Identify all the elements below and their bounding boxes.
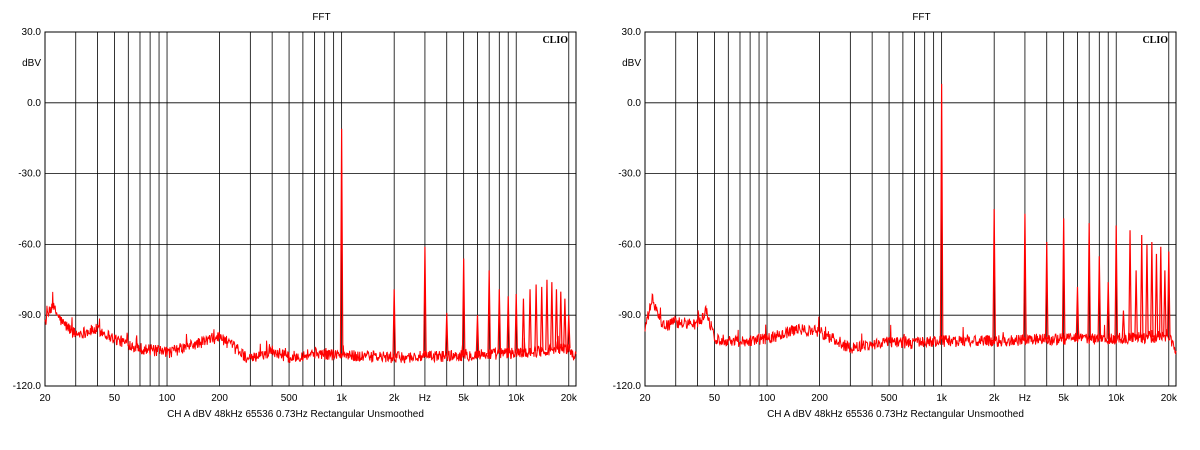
x-tick-label: 2k (389, 393, 401, 404)
harmonic-peak (461, 258, 466, 356)
harmonic-peak (1114, 225, 1119, 339)
harmonic-peak (539, 286, 544, 351)
x-tick-label: 2k (989, 393, 1001, 404)
harmonic-peak (1166, 251, 1171, 337)
y-tick-label: -120.0 (13, 381, 42, 392)
harmonic-peak (1128, 230, 1132, 339)
x-tick-label: 10k (1108, 393, 1125, 404)
harmonic-peak (487, 270, 491, 355)
harmonic-peak (1023, 213, 1027, 341)
chart-footer: CH A dBV 48kHz 65536 0.73Hz Rectangular … (767, 409, 1024, 420)
x-tick-label: 50 (109, 393, 121, 404)
harmonic-peak (1163, 270, 1167, 337)
noise-floor-trace (44, 291, 577, 364)
y-tick-label: -60.0 (618, 239, 641, 250)
clio-logo: CLIO (1142, 35, 1168, 46)
harmonic-peak (514, 293, 519, 353)
y-tick-label: 30.0 (622, 27, 642, 38)
harmonic-peak (339, 128, 344, 356)
y-tick-label: -90.0 (18, 310, 41, 321)
x-tick-label: 500 (881, 393, 898, 404)
harmonic-peak (392, 289, 396, 358)
harmonic-peak (1106, 282, 1111, 339)
harmonic-peak (423, 246, 427, 357)
chart-footer: CH A dBV 48kHz 65536 0.73Hz Rectangular … (167, 409, 424, 420)
plot-frame (44, 31, 577, 387)
harmonic-peak (444, 312, 449, 356)
fft-chart-1: 30.0 0.0 -30.0 -60.0 -90.0 -120.0 dBV 20 50 100 20… (13, 12, 578, 420)
harmonic-peak (534, 284, 538, 352)
harmonic-peak (1075, 286, 1080, 339)
harmonic-peak (563, 298, 567, 349)
harmonic-peak (1097, 256, 1102, 339)
harmonic-peak (1139, 234, 1144, 338)
harmonic-peak (497, 289, 502, 354)
y-tick-label: -30.0 (618, 169, 641, 180)
harmonic-peak (521, 298, 526, 353)
harmonic-peak (554, 289, 559, 350)
x-tick-label: 1k (336, 393, 348, 404)
harmonic-peak (550, 282, 554, 350)
x-tick-label: 500 (281, 393, 298, 404)
harmonic-peak (1044, 242, 1049, 340)
harmonic-peak (1134, 270, 1138, 338)
x-tick-label: 20k (1161, 393, 1178, 404)
chart-title: FFT (312, 12, 330, 23)
x-tick-label: Hz (419, 393, 431, 404)
harmonic-peak (1158, 246, 1163, 337)
harmonic-peak (1150, 242, 1154, 338)
harmonic-peak (1061, 218, 1066, 339)
y-tick-label: -60.0 (18, 239, 41, 250)
harmonic-peak (992, 208, 996, 342)
x-tick-label: 5k (1058, 393, 1070, 404)
x-tick-label: 20 (639, 393, 651, 404)
clio-logo: CLIO (542, 35, 568, 46)
harmonic-peak (545, 279, 549, 351)
harmonic-peak (558, 291, 563, 349)
x-tick-label: 20k (561, 393, 578, 404)
y-tick-label: 30.0 (22, 27, 42, 38)
y-tick-label: 0.0 (627, 98, 641, 109)
y-tick-label: -90.0 (618, 310, 641, 321)
y-axis-label: dBV (22, 58, 41, 69)
plot-frame (644, 31, 1177, 387)
harmonic-peak (475, 315, 480, 355)
x-tick-label: 50 (709, 393, 721, 404)
x-tick-label: 100 (159, 393, 176, 404)
x-tick-label: 5k (458, 393, 470, 404)
harmonic-peak (528, 289, 532, 352)
noise-floor-trace (644, 293, 1177, 355)
harmonic-peak (1154, 253, 1159, 337)
x-tick-label: Hz (1019, 393, 1031, 404)
x-tick-label: 200 (811, 393, 828, 404)
harmonic-peak (566, 315, 571, 349)
harmonic-peak (1145, 244, 1149, 338)
x-tick-label: 10k (508, 393, 525, 404)
y-axis-label: dBV (622, 58, 641, 69)
y-tick-label: 0.0 (27, 98, 41, 109)
y-tick-label: -120.0 (613, 381, 642, 392)
harmonic-peak (1087, 223, 1091, 339)
harmonic-peak (939, 83, 944, 342)
chart-title: FFT (912, 12, 930, 23)
x-tick-label: 200 (211, 393, 228, 404)
fft-chart-2: 30.0 0.0 -30.0 -60.0 -90.0 -120.0 dBV 20 50 100 20… (613, 12, 1178, 420)
y-tick-label: -30.0 (18, 169, 41, 180)
harmonic-peak (506, 296, 511, 354)
harmonic-peak (1121, 310, 1126, 339)
x-tick-label: 100 (759, 393, 776, 404)
x-tick-label: 1k (936, 393, 948, 404)
x-tick-label: 20 (39, 393, 51, 404)
